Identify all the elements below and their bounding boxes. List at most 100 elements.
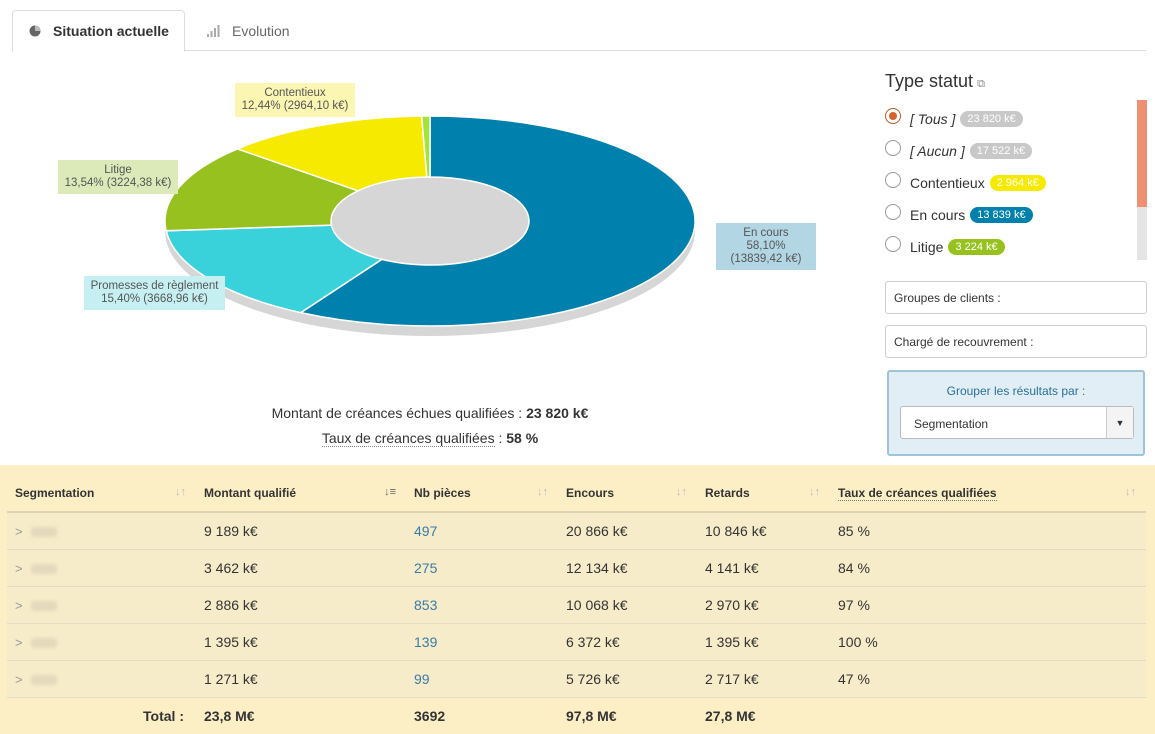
tab-situation-actuelle[interactable]: Situation actuelle <box>12 10 185 52</box>
cell-taux: 47 % <box>830 660 1146 698</box>
cell-taux: 85 % <box>830 512 1146 550</box>
sort-icon[interactable]: ↓↑ <box>809 486 820 498</box>
group-by-box: Grouper les résultats par : Segmentation… <box>887 370 1145 456</box>
col-taux[interactable]: Taux de créances qualifiées ↓↑ <box>830 475 1146 513</box>
cell-nb-pieces-link[interactable]: 99 <box>406 660 558 698</box>
status-item-aucun[interactable]: [ Aucun ] 17 522 k€ <box>885 135 1140 167</box>
table-row[interactable]: > 1 271 k€ 99 5 726 k€ 2 717 k€ 47 % <box>7 660 1146 698</box>
status-badge: 2 964 k€ <box>989 175 1046 191</box>
tab-evolution[interactable]: Evolution <box>207 10 290 51</box>
cell-montant: 9 189 k€ <box>196 512 406 550</box>
cell-taux: 97 % <box>830 586 1146 624</box>
col-label: Encours <box>566 486 615 500</box>
total-encours: 97,8 M€ <box>566 707 617 724</box>
status-label: Contentieux <box>910 175 985 191</box>
table-row[interactable]: > 2 886 k€ 853 10 068 k€ 2 970 k€ 97 % <box>7 586 1146 624</box>
status-badge: 3 224 k€ <box>948 239 1005 255</box>
slice-autre[interactable] <box>420 115 431 178</box>
cell-retards: 2 970 k€ <box>697 586 830 624</box>
sort-desc-icon[interactable]: ↓≡ <box>384 486 396 498</box>
charge-recouvrement-field[interactable]: Chargé de recouvrement : <box>885 325 1147 358</box>
donut-chart <box>164 115 696 336</box>
slice-contentieux[interactable] <box>235 115 428 192</box>
group-by-select[interactable]: Segmentation ▼ <box>900 406 1134 439</box>
table-row[interactable]: > 1 395 k€ 139 6 372 k€ 1 395 k€ 100 % <box>7 623 1146 661</box>
sort-icon[interactable]: ↓↑ <box>676 486 687 498</box>
group-by-value: Segmentation <box>914 417 989 431</box>
chevron-right-icon[interactable]: > <box>15 560 23 576</box>
blurred-segment <box>30 674 57 685</box>
sort-icon[interactable]: ↓↑ <box>537 486 548 498</box>
status-scrollbar-thumb[interactable] <box>1137 100 1147 207</box>
cell-montant: 1 271 k€ <box>196 660 406 698</box>
table-row[interactable]: > 9 189 k€ 497 20 866 k€ 10 846 k€ 85 % <box>7 512 1146 550</box>
sort-icon[interactable]: ↓↑ <box>1125 486 1136 498</box>
slice-litige[interactable] <box>164 148 361 232</box>
radio-en-cours[interactable] <box>885 204 901 220</box>
col-label: Montant qualifié <box>204 486 296 500</box>
charge-recouvrement-label: Chargé de recouvrement : <box>894 335 1034 349</box>
groupes-clients-field[interactable]: Groupes de clients : <box>885 281 1147 314</box>
radio-tous[interactable] <box>885 108 901 124</box>
type-statut-label: Type statut <box>885 71 974 91</box>
bar-chart-icon <box>207 24 220 37</box>
label-litige-value: 13,54% (3224,38 k€) <box>64 177 172 189</box>
external-link-icon[interactable]: ⧉ <box>977 78 985 90</box>
type-statut-title: Type statut ⧉ <box>885 71 985 92</box>
caret-down-icon[interactable]: ▼ <box>1106 407 1133 438</box>
col-encours[interactable]: Encours ↓↑ <box>558 475 697 513</box>
col-label: Taux de créances qualifiées <box>838 486 997 501</box>
chevron-right-icon[interactable]: > <box>15 597 23 613</box>
label-contentieux-name: Contentieux <box>264 87 326 99</box>
col-label: Retards <box>705 486 750 500</box>
label-en-cours: En cours 58,10% (13839,42 k€) <box>716 223 816 270</box>
status-item-en-cours[interactable]: En cours 13 839 k€ <box>885 199 1140 231</box>
cell-montant: 2 886 k€ <box>196 586 406 624</box>
blurred-segment <box>30 600 57 611</box>
blurred-segment <box>30 563 57 574</box>
chevron-right-icon[interactable]: > <box>15 634 23 650</box>
slice-en-cours[interactable] <box>298 115 696 327</box>
total-retards: 27,8 M€ <box>705 707 756 724</box>
cell-nb-pieces-link[interactable]: 497 <box>406 512 558 550</box>
blurred-segment <box>30 527 57 538</box>
taux-value: 58 % <box>506 430 539 446</box>
cell-encours: 5 726 k€ <box>558 660 697 698</box>
chevron-right-icon[interactable]: > <box>15 523 23 539</box>
radio-litige[interactable] <box>885 236 901 252</box>
cell-nb-pieces-link[interactable]: 139 <box>406 623 558 661</box>
label-en-cours-name: En cours <box>743 227 789 239</box>
label-en-cours-pct: 58,10% <box>746 240 786 252</box>
table-header-row: Segmentation ↓↑ Montant qualifié ↓≡ Nb piè… <box>7 475 1146 513</box>
slice-promesses[interactable] <box>165 224 384 314</box>
chevron-right-icon[interactable]: > <box>15 671 23 687</box>
radio-contentieux[interactable] <box>885 172 901 188</box>
col-segmentation[interactable]: Segmentation ↓↑ <box>7 475 196 513</box>
label-promesses-value: 15,40% (3668,96 k€) <box>101 293 208 305</box>
results-table: Segmentation ↓↑ Montant qualifié ↓≡ Nb piè… <box>7 475 1146 734</box>
radio-aucun[interactable] <box>885 140 901 156</box>
sort-icon[interactable]: ↓↑ <box>175 486 186 498</box>
status-label: En cours <box>910 207 966 223</box>
col-montant-qualifie[interactable]: Montant qualifié ↓≡ <box>196 475 406 513</box>
col-retards[interactable]: Retards ↓↑ <box>697 475 830 513</box>
table-total-row: Total : 23,8 M€ 3692 97,8 M€ 27,8 M€ <box>7 697 1146 734</box>
col-label: Nb pièces <box>414 486 471 500</box>
cell-nb-pieces-link[interactable]: 275 <box>406 549 558 587</box>
taux-sep: : <box>494 430 507 446</box>
cell-nb-pieces-link[interactable]: 853 <box>406 586 558 624</box>
status-item-tous[interactable]: [ Tous ] 23 820 k€ <box>885 103 1140 135</box>
pie-chart-icon <box>29 25 41 37</box>
status-label: [ Aucun ] <box>910 143 965 159</box>
label-promesses: Promesses de règlement 15,40% (3668,96 k… <box>84 276 225 310</box>
cell-encours: 12 134 k€ <box>558 549 697 587</box>
table-row[interactable]: > 3 462 k€ 275 12 134 k€ 4 141 k€ 84 % <box>7 549 1146 587</box>
cell-taux: 84 % <box>830 549 1146 587</box>
blurred-segment <box>30 637 57 648</box>
status-item-litige[interactable]: Litige 3 224 k€ <box>885 231 1140 263</box>
col-nb-pieces[interactable]: Nb pièces ↓↑ <box>406 475 558 513</box>
col-label: Segmentation <box>15 486 95 500</box>
status-scrollbar[interactable] <box>1137 100 1147 260</box>
status-item-contentieux[interactable]: Contentieux 2 964 k€ <box>885 167 1140 199</box>
cell-encours: 20 866 k€ <box>558 512 697 550</box>
